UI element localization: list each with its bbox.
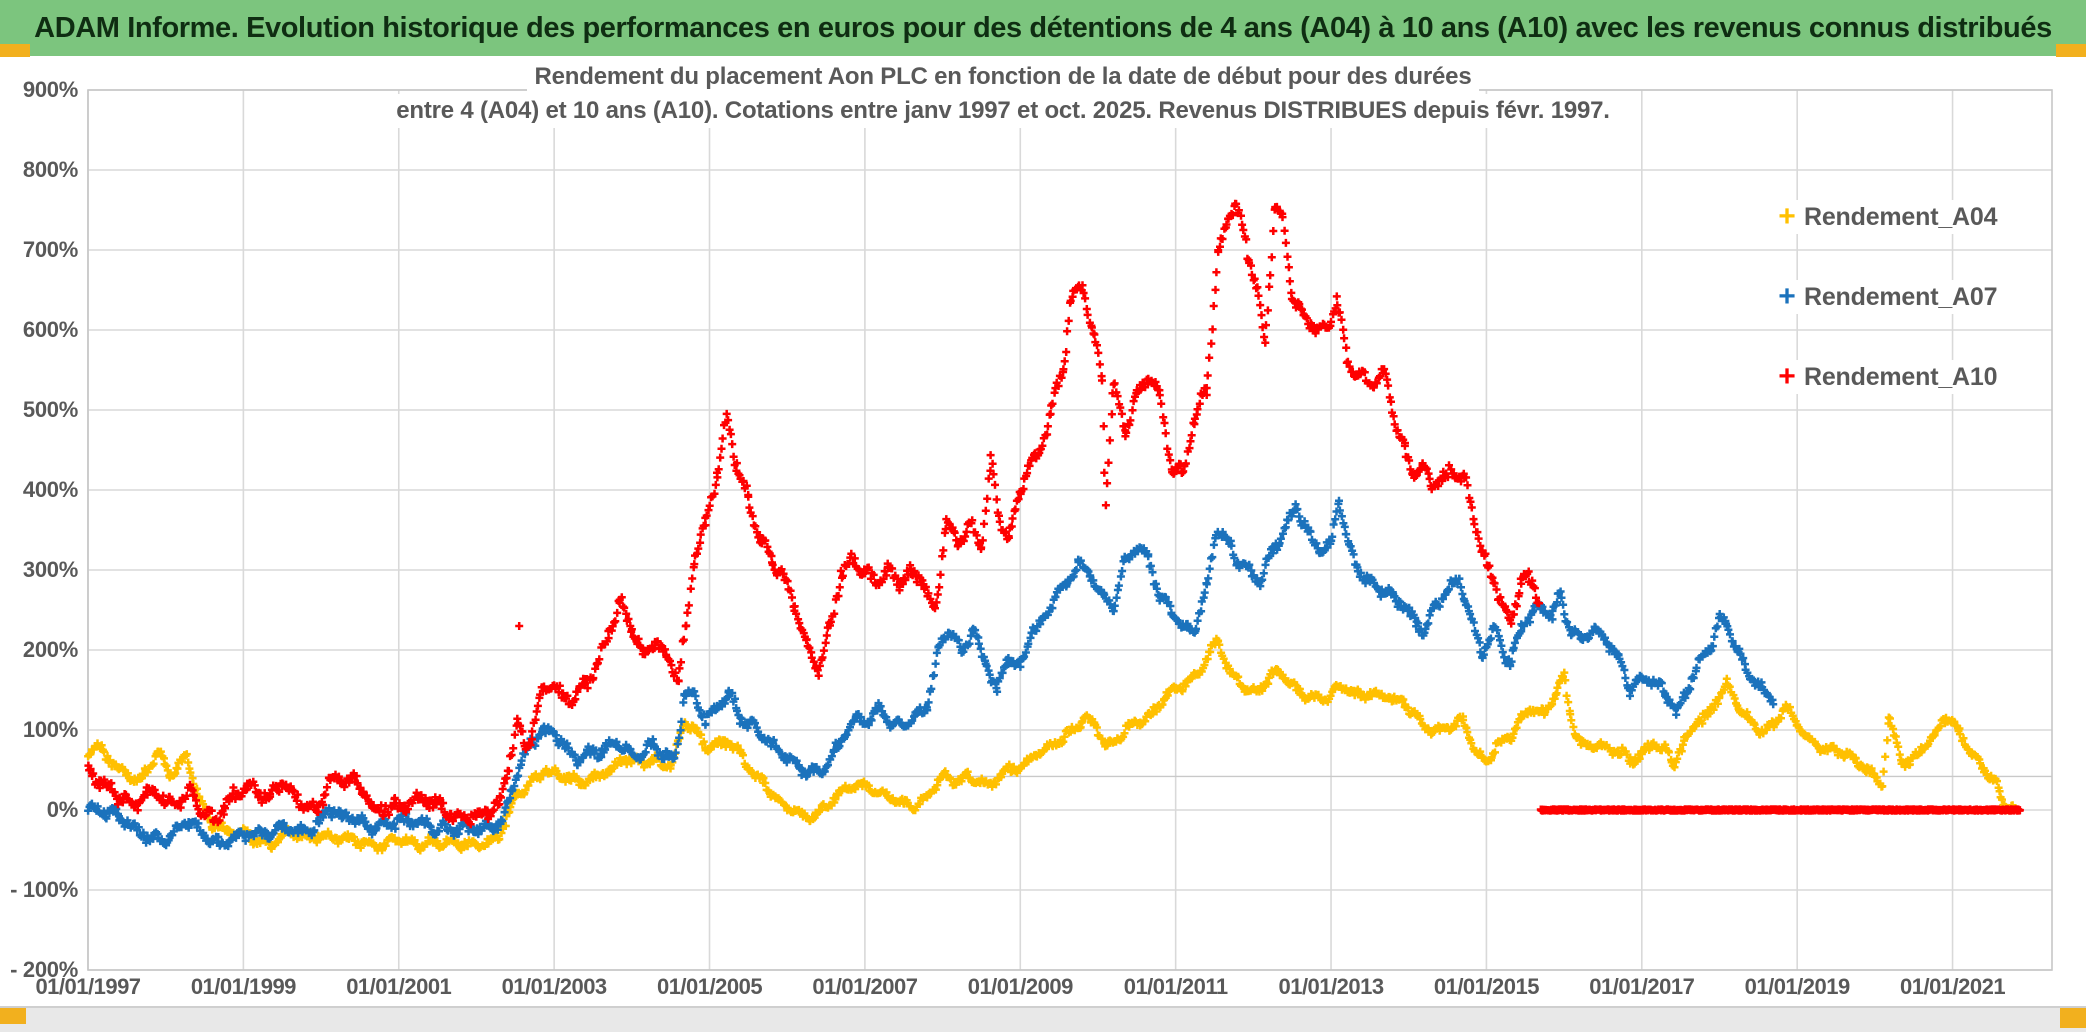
header-title: ADAM Informe. Evolution historique des p… — [34, 11, 2052, 44]
chart-title-line2: entre 4 (A04) et 10 ans (A10). Cotations… — [388, 94, 1618, 128]
y-tick-label: 400% — [22, 477, 78, 502]
y-tick-label: 300% — [22, 557, 78, 582]
y-tick-label: 800% — [22, 157, 78, 182]
bottom-strip — [0, 1006, 2086, 1032]
x-tick-label: 01/01/2019 — [1744, 974, 1851, 999]
plus-marker-icon: + — [1778, 280, 1796, 313]
legend-label: Rendement_A04 — [1804, 202, 1998, 231]
chart-title-line1: Rendement du placement Aon PLC en foncti… — [526, 60, 1480, 94]
y-tick-label: 200% — [22, 637, 78, 662]
legend-label: Rendement_A10 — [1804, 362, 1998, 391]
x-tick-label: 01/01/2013 — [1278, 974, 1384, 999]
x-tick-label: 01/01/2021 — [1899, 974, 2006, 999]
legend-item-Rendement_A04[interactable]: + Rendement_A04 — [1768, 200, 2008, 234]
header-bar: ADAM Informe. Evolution historique des p… — [0, 0, 2086, 56]
y-tick-label: 500% — [22, 397, 78, 422]
x-tick-label: 01/01/2003 — [501, 974, 608, 999]
gold-accent-bottom-right — [2060, 1008, 2086, 1028]
x-tick-label: 01/01/1997 — [35, 974, 141, 999]
x-tick-label: 01/01/1999 — [190, 974, 297, 999]
plus-marker-icon: + — [1778, 360, 1796, 393]
legend-item-Rendement_A07[interactable]: + Rendement_A07 — [1768, 280, 2008, 314]
legend-item-Rendement_A10[interactable]: + Rendement_A10 — [1768, 360, 2008, 394]
y-tick-label: 900% — [22, 77, 78, 102]
y-tick-label: 600% — [22, 317, 78, 342]
gold-accent-top-left — [0, 44, 30, 57]
x-tick-label: 01/01/2015 — [1433, 974, 1540, 999]
y-tick-label: - 200% — [10, 957, 78, 982]
y-tick-label: 700% — [22, 237, 78, 262]
x-tick-label: 01/01/2009 — [967, 974, 1074, 999]
series-Rendement_A10 — [84, 199, 2024, 829]
series-Rendement_A04 — [84, 634, 2017, 855]
y-tick-label: 0% — [46, 797, 79, 822]
plus-marker-icon: + — [1778, 200, 1796, 233]
x-tick-label: 01/01/2017 — [1589, 974, 1695, 999]
legend: + Rendement_A04 + Rendement_A07 + Rendement_A… — [1768, 200, 2008, 440]
x-tick-label: 01/01/2001 — [346, 974, 452, 999]
chart-title: Rendement du placement Aon PLC en foncti… — [343, 60, 1663, 128]
y-tick-label: - 100% — [10, 877, 78, 902]
x-tick-label: 01/01/2007 — [812, 974, 918, 999]
gold-accent-bottom-left — [0, 1008, 26, 1024]
legend-label: Rendement_A07 — [1804, 282, 1998, 311]
y-tick-label: 100% — [22, 717, 78, 742]
x-tick-label: 01/01/2011 — [1123, 974, 1228, 999]
x-tick-label: 01/01/2005 — [656, 974, 763, 999]
gold-accent-top-right — [2056, 44, 2086, 57]
